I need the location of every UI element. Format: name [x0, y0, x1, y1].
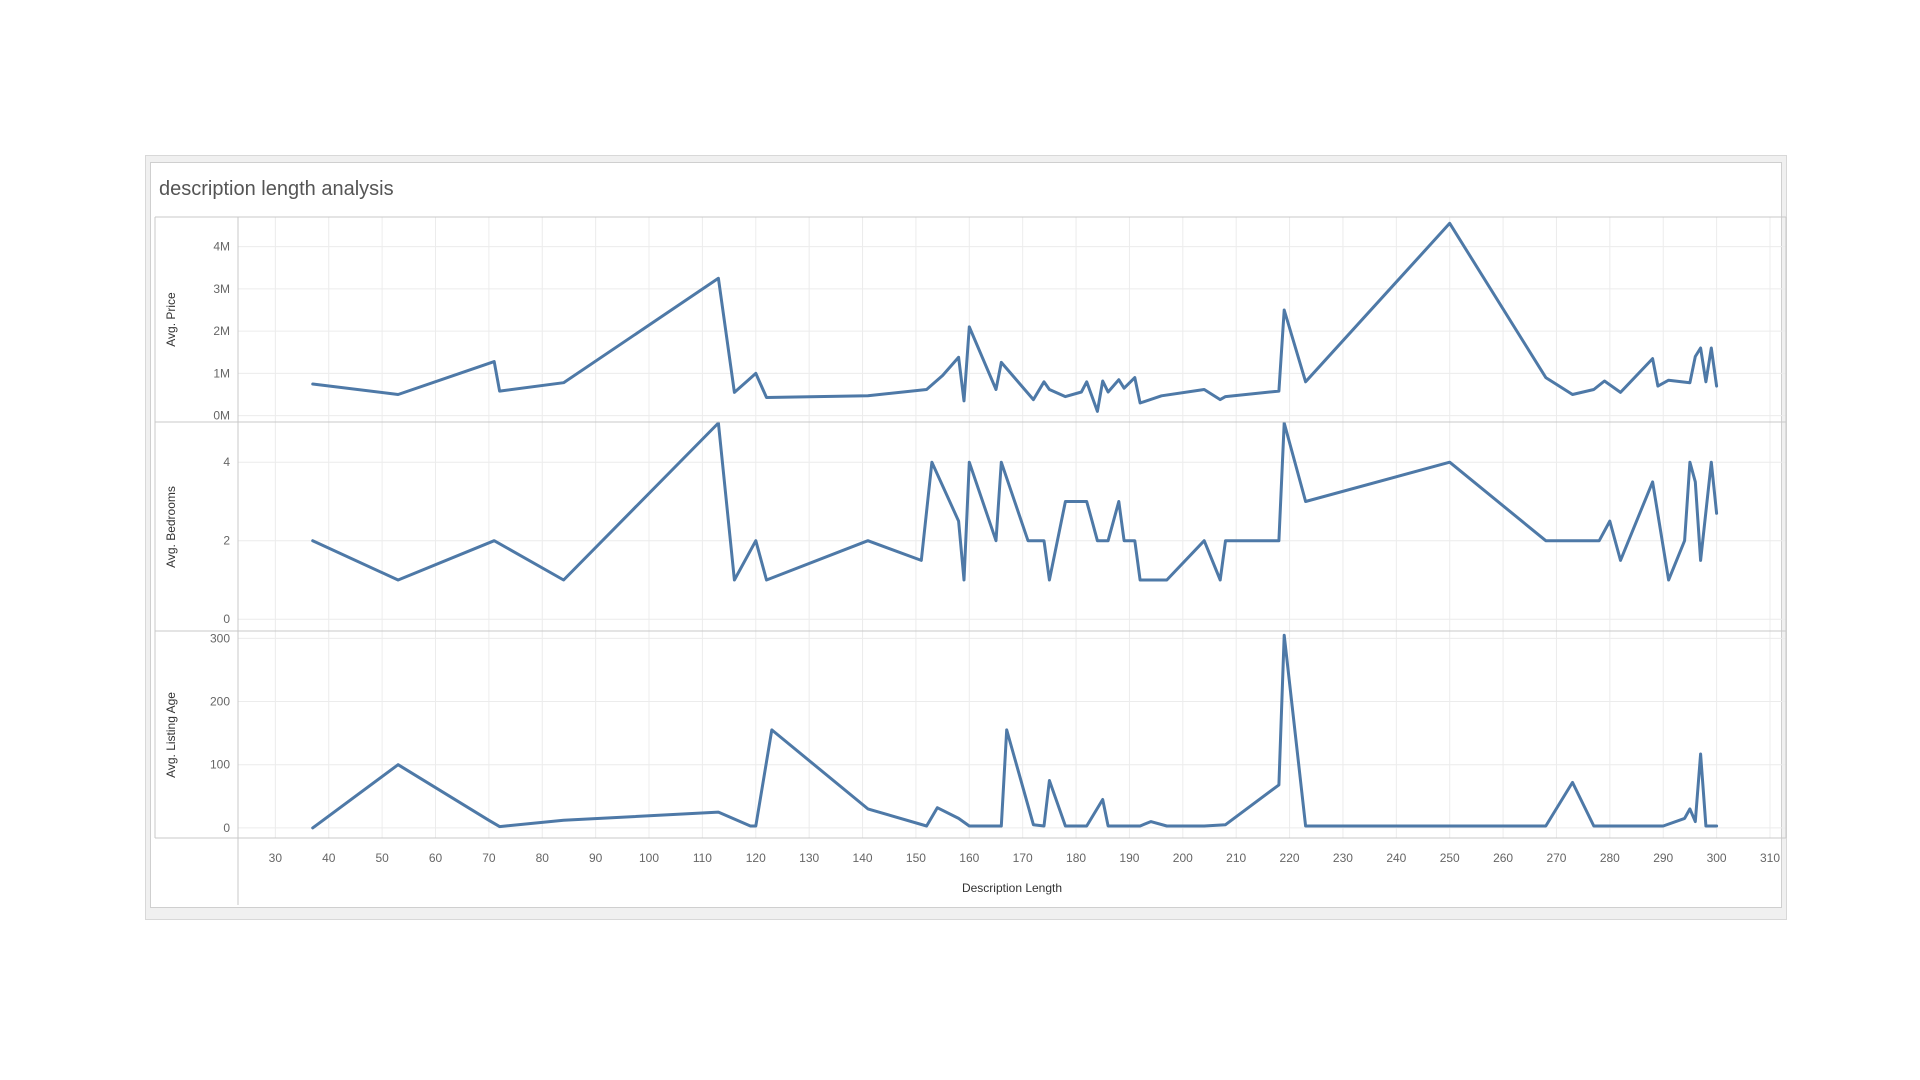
y-tick-label: 4M	[213, 240, 230, 254]
x-tick-label: 250	[1440, 851, 1460, 865]
x-tick-label: 90	[589, 851, 603, 865]
x-tick-label: 40	[322, 851, 336, 865]
y-tick-label: 100	[210, 758, 230, 772]
x-axis-title: Description Length	[962, 881, 1062, 895]
series-line-2	[311, 421, 1719, 582]
x-tick-label: 100	[639, 851, 659, 865]
y-axis-title: Avg. Listing Age	[164, 692, 178, 778]
x-tick-label: 190	[1119, 851, 1139, 865]
x-tick-label: 310	[1760, 851, 1780, 865]
y-tick-label: 0	[223, 821, 230, 835]
x-tick-label: 300	[1707, 851, 1727, 865]
x-tick-label: 240	[1386, 851, 1406, 865]
series-line-1	[311, 221, 1719, 413]
x-tick-label: 280	[1600, 851, 1620, 865]
x-tick-label: 160	[959, 851, 979, 865]
x-tick-label: 80	[536, 851, 550, 865]
y-tick-label: 2	[223, 534, 230, 548]
x-tick-label: 290	[1653, 851, 1673, 865]
y-tick-label: 0M	[213, 409, 230, 423]
x-tick-label: 120	[746, 851, 766, 865]
y-tick-label: 0	[223, 612, 230, 626]
x-tick-label: 170	[1013, 851, 1033, 865]
y-tick-label: 3M	[213, 282, 230, 296]
x-tick-label: 60	[429, 851, 443, 865]
y-tick-label: 4	[223, 455, 230, 469]
chart-title: description length analysis	[159, 178, 394, 200]
y-axis-title: Avg. Price	[164, 292, 178, 347]
x-tick-label: 30	[269, 851, 283, 865]
x-tick-label: 260	[1493, 851, 1513, 865]
y-axis-title: Avg. Bedrooms	[164, 486, 178, 568]
x-tick-label: 150	[906, 851, 926, 865]
x-tick-label: 200	[1173, 851, 1193, 865]
x-tick-label: 230	[1333, 851, 1353, 865]
x-tick-label: 130	[799, 851, 819, 865]
x-tick-label: 70	[482, 851, 496, 865]
x-tick-label: 220	[1280, 851, 1300, 865]
y-tick-label: 2M	[213, 324, 230, 338]
series-line-3	[311, 633, 1719, 830]
y-tick-label: 200	[210, 695, 230, 709]
y-tick-label: 300	[210, 631, 230, 645]
x-tick-label: 110	[693, 851, 712, 865]
x-tick-label: 180	[1066, 851, 1086, 865]
x-tick-label: 270	[1546, 851, 1566, 865]
x-tick-label: 140	[853, 851, 873, 865]
x-tick-label: 50	[375, 851, 389, 865]
x-tick-label: 210	[1226, 851, 1246, 865]
y-tick-label: 1M	[213, 366, 230, 380]
